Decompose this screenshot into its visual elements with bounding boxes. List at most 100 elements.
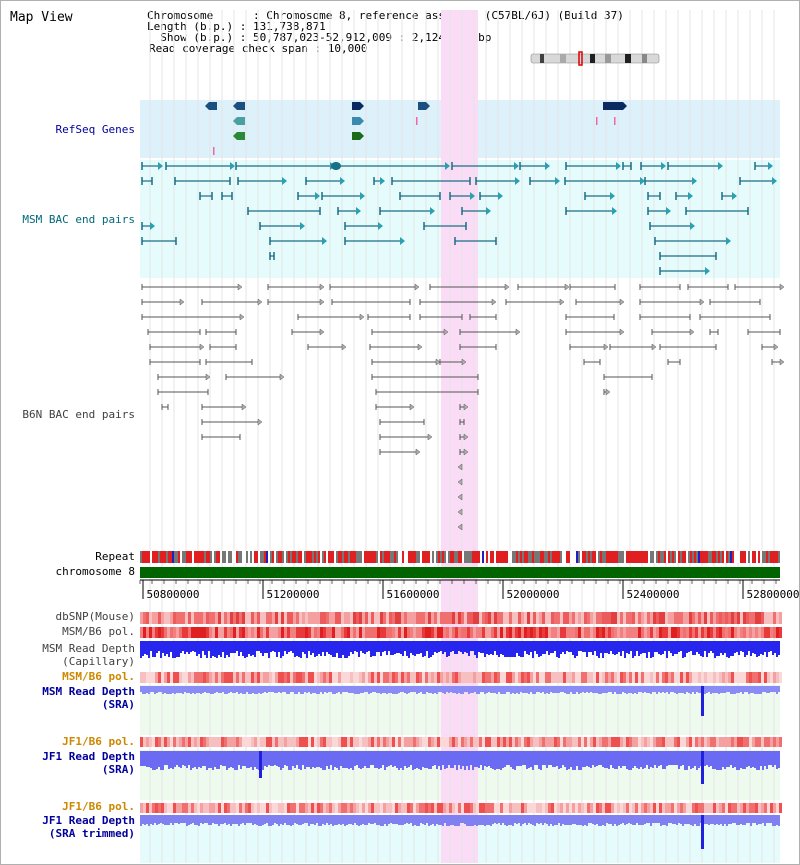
track-label-jf1-depth-sra-1[interactable]: JF1 Read Depth <box>42 750 135 763</box>
repeat-element <box>398 551 400 563</box>
jf1-b6-pol-heat-2 <box>521 803 524 813</box>
jf1-trim-depth <box>734 815 736 823</box>
msm-sra-depth <box>406 686 408 694</box>
repeat-element <box>358 551 360 563</box>
msm-b6-pol-heat-2 <box>395 672 398 683</box>
jf1-b6-pol-heat <box>470 737 473 747</box>
jf1-b6-pol-heat-2 <box>320 803 323 813</box>
msm-b6-pol-heat <box>140 627 143 638</box>
jf1-b6-pol-heat-2 <box>704 803 707 813</box>
jf1-b6-pol-heat <box>668 737 671 747</box>
track-label-repeat[interactable]: Repeat <box>95 550 135 563</box>
msm-sra-depth <box>310 686 312 694</box>
dbsnp-heat <box>536 612 539 624</box>
track-label-b6n-bac[interactable]: B6N BAC end pairs <box>22 408 135 421</box>
track-label-msm-b6-pol[interactable]: MSM/B6 pol. <box>62 625 135 638</box>
msm-capillary-depth <box>270 641 272 652</box>
refseq-gene <box>352 117 360 125</box>
refseq-gene-arrow <box>360 117 364 125</box>
jf1-b6-pol-heat-2 <box>434 803 437 813</box>
msm-b6-pol-heat <box>443 627 446 638</box>
repeat-element <box>490 551 492 563</box>
jf1-trim-depth <box>650 815 652 826</box>
dbsnp-heat <box>173 612 176 624</box>
dbsnp-heat <box>386 612 389 624</box>
msm-sra-depth <box>714 686 716 693</box>
msm-b6-pol-heat-2 <box>605 672 608 683</box>
repeat-element <box>202 551 204 563</box>
jf1-sra-depth <box>684 751 686 770</box>
track-label-dbsnp[interactable]: dbSNP(Mouse) <box>55 610 135 623</box>
msm-sra-depth <box>558 686 560 693</box>
msm-sra-depth <box>732 686 734 694</box>
msm-capillary-depth <box>530 641 532 652</box>
msm-capillary-depth <box>282 641 284 656</box>
track-label-refseq[interactable]: RefSeq Genes <box>55 123 135 136</box>
axis-tick-label: 52000000 <box>507 588 560 601</box>
dbsnp-heat <box>629 612 632 624</box>
msm-sra-depth <box>348 686 350 693</box>
dbsnp-heat <box>425 612 428 624</box>
track-label-jf1-b6-pol[interactable]: JF1/B6 pol. <box>62 735 135 748</box>
msm-b6-pol-heat <box>152 627 155 638</box>
jf1-trim-depth <box>586 815 588 826</box>
msm-b6-pol-heat <box>233 627 236 638</box>
msm-capillary-depth <box>208 641 210 651</box>
msm-b6-pol-heat <box>614 627 617 638</box>
repeat-element <box>736 551 738 563</box>
msm-b6-pol-heat-2 <box>374 672 377 683</box>
track-label-msm-depth-sra-1[interactable]: MSM Read Depth <box>42 685 135 698</box>
msm-b6-pol-heat <box>605 627 608 638</box>
jf1-sra-depth <box>436 751 438 769</box>
jf1-trim-depth <box>624 815 626 825</box>
track-label-jf1-depth-trim-1[interactable]: JF1 Read Depth <box>42 814 135 827</box>
msm-b6-pol-heat-2 <box>596 672 599 683</box>
msm-b6-pol-heat <box>293 627 296 638</box>
msm-b6-pol-heat-2 <box>482 672 485 683</box>
repeat-element <box>700 551 702 563</box>
msm-sra-depth <box>286 686 288 694</box>
jf1-sra-depth <box>634 751 636 766</box>
msm-capillary-depth <box>346 641 348 658</box>
jf1-sra-depth <box>488 751 490 766</box>
msm-sra-depth <box>550 686 552 692</box>
repeat-element <box>204 551 206 563</box>
jf1-b6-pol-heat-2 <box>590 803 593 813</box>
msm-b6-pol-heat <box>572 627 575 638</box>
msm-b6-pol-heat-2 <box>620 672 623 683</box>
jf1-trim-depth <box>404 815 406 824</box>
jf1-trim-depth <box>538 815 540 824</box>
repeat-element <box>436 551 438 563</box>
msm-capillary-depth <box>316 641 318 656</box>
track-label-msm-b6-pol-2[interactable]: MSM/B6 pol. <box>62 670 135 683</box>
jf1-sra-depth <box>150 751 152 768</box>
jf1-trim-depth <box>756 815 758 825</box>
dbsnp-heat <box>485 612 488 624</box>
track-label-jf1-b6-pol-2[interactable]: JF1/B6 pol. <box>62 800 135 813</box>
repeat-element <box>362 551 364 563</box>
jf1-sra-depth <box>214 751 216 767</box>
repeat-element <box>576 551 578 563</box>
msm-b6-pol-heat-2 <box>236 672 239 683</box>
dbsnp-heat <box>572 612 575 624</box>
msm-b6-pol-heat-2 <box>530 672 533 683</box>
jf1-b6-pol-heat-2 <box>392 803 395 813</box>
msm-sra-depth <box>208 686 210 693</box>
msm-capillary-depth <box>182 641 184 651</box>
jf1-sra-depth <box>618 751 620 766</box>
msm-b6-pol-heat <box>773 627 776 638</box>
track-label-msm-bac[interactable]: MSM BAC end pairs <box>22 213 135 226</box>
msm-sra-depth <box>486 686 488 693</box>
jf1-trim-depth <box>760 815 762 824</box>
dbsnp-heat <box>689 612 692 624</box>
msm-bac-end-arrow <box>688 192 693 200</box>
chromosome-ideogram[interactable] <box>530 51 660 66</box>
msm-b6-pol-heat <box>713 627 716 638</box>
msm-capillary-depth <box>632 641 634 658</box>
msm-capillary-depth <box>722 641 724 655</box>
jf1-b6-pol-heat <box>575 737 578 747</box>
jf1-sra-depth <box>656 751 658 768</box>
jf1-b6-pol-heat-2 <box>557 803 560 813</box>
track-label-msm-depth-cap-1[interactable]: MSM Read Depth <box>42 642 135 655</box>
